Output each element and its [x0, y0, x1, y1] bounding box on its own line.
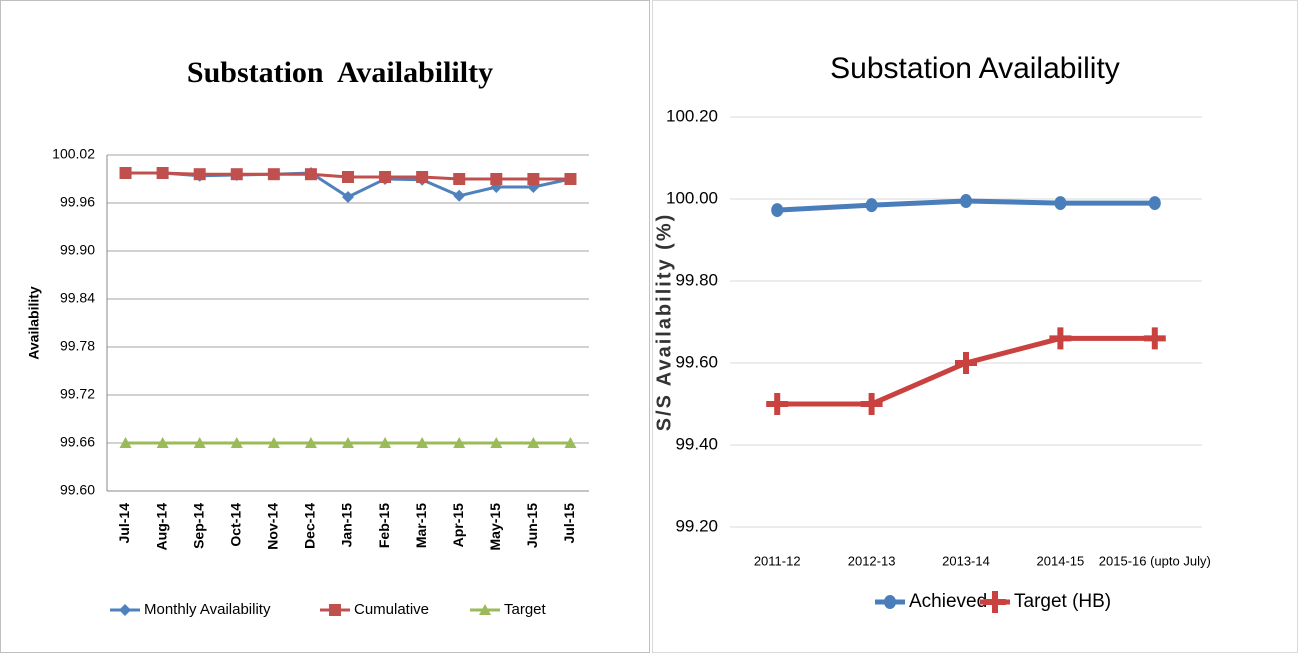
marker	[156, 437, 169, 448]
marker	[156, 167, 169, 179]
x-tick-label: Mar-15	[413, 503, 429, 548]
marker	[230, 437, 243, 448]
x-tick-label: Jul-15	[561, 503, 577, 544]
legend-marker	[479, 604, 491, 615]
legend-label: Target (HB)	[1014, 591, 1111, 612]
y-tick-label: 99.78	[60, 338, 95, 354]
marker	[304, 437, 317, 448]
y-tick-label: 99.20	[675, 516, 718, 535]
marker	[267, 437, 280, 448]
marker	[527, 437, 540, 448]
marker	[564, 437, 577, 448]
left-panel	[0, 0, 650, 653]
marker	[1049, 327, 1072, 350]
marker	[342, 437, 354, 448]
marker	[564, 173, 577, 185]
x-tick-label: Dec-14	[302, 503, 318, 549]
x-tick-label: 2013-14	[942, 553, 990, 568]
marker	[1143, 327, 1166, 350]
x-tick-label: 2014-15	[1037, 553, 1085, 568]
marker	[453, 437, 466, 448]
legend-label: Achieved	[909, 591, 987, 612]
y-axis-label: Availability	[26, 286, 42, 360]
legend-label: Target	[504, 601, 547, 618]
marker	[342, 171, 354, 183]
y-tick-label: 100.20	[666, 106, 718, 125]
marker	[1148, 196, 1161, 211]
marker	[416, 171, 429, 183]
marker	[193, 168, 206, 181]
x-tick-label: Nov-14	[265, 503, 281, 550]
y-tick-label: 99.60	[675, 352, 718, 371]
legend-marker	[984, 591, 1006, 613]
marker	[379, 437, 392, 448]
legend-marker	[884, 595, 896, 609]
y-tick-label: 99.40	[675, 434, 718, 453]
marker	[342, 191, 354, 203]
marker	[267, 168, 280, 181]
marker	[1054, 196, 1067, 211]
marker	[230, 168, 243, 181]
marker	[865, 198, 878, 213]
x-tick-label: Jun-15	[524, 503, 540, 548]
x-tick-label: Oct-14	[227, 503, 243, 547]
marker	[453, 173, 466, 185]
x-tick-label: 2011-12	[754, 553, 801, 568]
x-tick-label: Apr-15	[450, 503, 466, 548]
marker	[119, 167, 132, 179]
y-tick-label: 99.90	[60, 242, 95, 258]
marker	[860, 393, 883, 415]
x-tick-label: Jan-15	[339, 503, 355, 548]
x-tick-label: 2015-16 (upto July)	[1099, 553, 1211, 568]
y-tick-label: 100.00	[666, 188, 718, 207]
y-axis-label: S/S Availability (%)	[653, 213, 675, 432]
marker	[960, 194, 972, 209]
y-tick-label: 99.96	[60, 194, 95, 210]
right-panel	[652, 0, 1298, 653]
marker	[955, 352, 977, 374]
x-tick-label: 2012-13	[848, 553, 896, 568]
legend-marker	[119, 604, 131, 616]
marker	[527, 173, 540, 185]
legend-marker	[329, 604, 341, 616]
marker	[490, 437, 503, 448]
marker	[119, 437, 132, 448]
marker	[193, 437, 206, 448]
marker	[766, 393, 789, 415]
x-tick-label: May-15	[487, 503, 503, 551]
marker	[453, 189, 466, 202]
y-tick-label: 100.02	[52, 146, 95, 162]
marker	[416, 437, 429, 448]
marker	[304, 168, 317, 181]
x-tick-label: Aug-14	[153, 503, 169, 551]
marker	[379, 171, 392, 183]
chart-title: Substation Availabililty	[187, 56, 493, 89]
y-tick-label: 99.60	[60, 482, 95, 498]
x-tick-label: Jul-14	[116, 503, 132, 544]
y-tick-label: 99.84	[60, 290, 95, 306]
legend-label: Cumulative	[354, 601, 429, 618]
y-tick-label: 99.72	[60, 386, 95, 402]
marker	[771, 203, 784, 218]
x-tick-label: Sep-14	[190, 503, 206, 549]
y-tick-label: 99.80	[675, 270, 718, 289]
chart-title: Substation Availability	[830, 52, 1120, 85]
marker	[490, 173, 503, 185]
x-tick-label: Feb-15	[376, 503, 392, 548]
y-tick-label: 99.66	[60, 434, 95, 450]
legend-label: Monthly Availability	[144, 601, 271, 618]
